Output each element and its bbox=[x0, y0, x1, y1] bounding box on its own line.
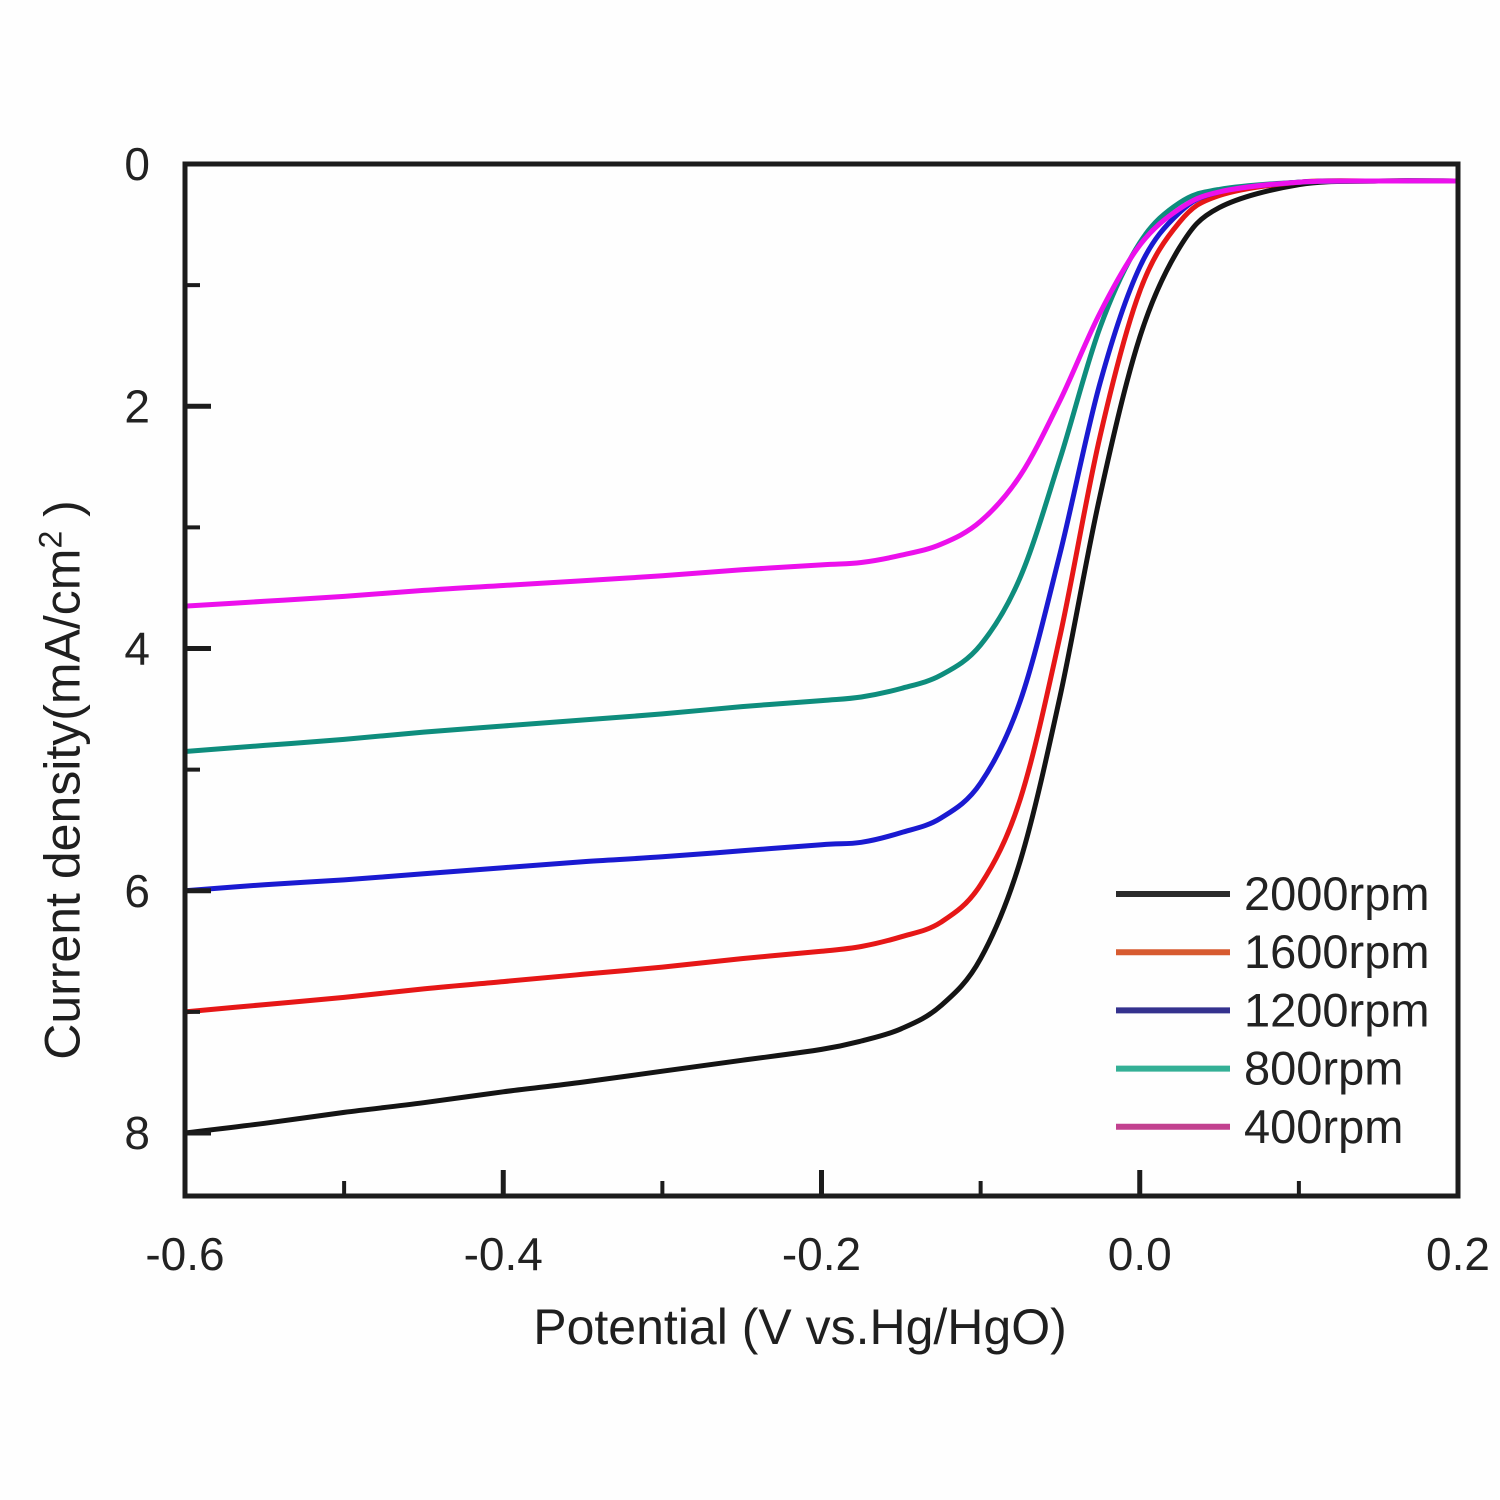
y-tick-label: 4 bbox=[124, 623, 150, 675]
y-axis-title-superscript: 2 bbox=[32, 530, 69, 549]
legend-label-400rpm: 400rpm bbox=[1244, 1100, 1403, 1153]
x-tick-label: 0.2 bbox=[1426, 1228, 1490, 1280]
legend-label-1600rpm: 1600rpm bbox=[1244, 925, 1430, 978]
legend-label-1200rpm: 1200rpm bbox=[1244, 983, 1430, 1036]
curve-800rpm bbox=[185, 178, 1458, 754]
y-axis-title: Current density(mA/cm2 ) bbox=[33, 500, 92, 1060]
y-tick-label: 0 bbox=[124, 138, 150, 190]
curve-1200rpm bbox=[185, 178, 1458, 894]
x-axis-title: Potential (V vs.Hg/HgO) bbox=[533, 1299, 1067, 1355]
y-tick-label: 8 bbox=[124, 1107, 150, 1159]
curve-1600rpm bbox=[185, 178, 1458, 1015]
x-tick-label: -0.2 bbox=[782, 1228, 861, 1280]
curve-2000rpm bbox=[185, 178, 1458, 1136]
y-axis-title-suffix: ) bbox=[34, 500, 91, 531]
y-tick-label: 2 bbox=[124, 380, 150, 432]
curve-400rpm bbox=[185, 178, 1458, 609]
curves-group bbox=[185, 178, 1458, 1136]
x-tick-label: -0.6 bbox=[145, 1228, 224, 1280]
x-tick-label: -0.4 bbox=[464, 1228, 543, 1280]
x-tick-label: 0.0 bbox=[1108, 1228, 1172, 1280]
y-axis-title-main: Current density(mA/cm bbox=[34, 548, 91, 1060]
legend-label-800rpm: 800rpm bbox=[1244, 1042, 1403, 1095]
legend-label-2000rpm: 2000rpm bbox=[1244, 867, 1430, 920]
y-tick-label: 6 bbox=[124, 865, 150, 917]
